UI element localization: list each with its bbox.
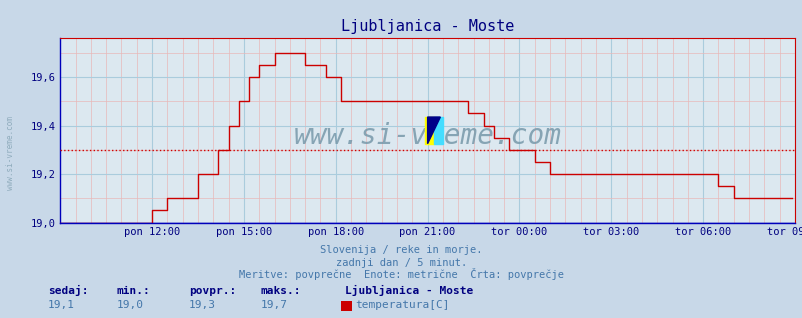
Text: maks.:: maks.: (261, 286, 301, 296)
Text: Slovenija / reke in morje.: Slovenija / reke in morje. (320, 245, 482, 255)
Text: min.:: min.: (116, 286, 150, 296)
Polygon shape (433, 117, 443, 144)
Text: www.si-vreme.com: www.si-vreme.com (294, 122, 561, 150)
Text: Ljubljanica - Moste: Ljubljanica - Moste (345, 285, 473, 296)
Polygon shape (427, 117, 439, 144)
Text: Meritve: povprečne  Enote: metrične  Črta: povprečje: Meritve: povprečne Enote: metrične Črta:… (239, 268, 563, 280)
Text: 19,1: 19,1 (48, 300, 75, 310)
Text: 19,0: 19,0 (116, 300, 144, 310)
Polygon shape (424, 117, 433, 144)
Title: Ljubljanica - Moste: Ljubljanica - Moste (341, 19, 513, 34)
Text: povpr.:: povpr.: (188, 286, 236, 296)
Text: sedaj:: sedaj: (48, 285, 88, 296)
Text: 19,7: 19,7 (261, 300, 288, 310)
Text: temperatura[C]: temperatura[C] (355, 300, 450, 310)
Text: zadnji dan / 5 minut.: zadnji dan / 5 minut. (335, 258, 467, 267)
Polygon shape (424, 117, 433, 144)
Text: 19,3: 19,3 (188, 300, 216, 310)
Text: www.si-vreme.com: www.si-vreme.com (6, 116, 15, 190)
Polygon shape (433, 117, 443, 144)
